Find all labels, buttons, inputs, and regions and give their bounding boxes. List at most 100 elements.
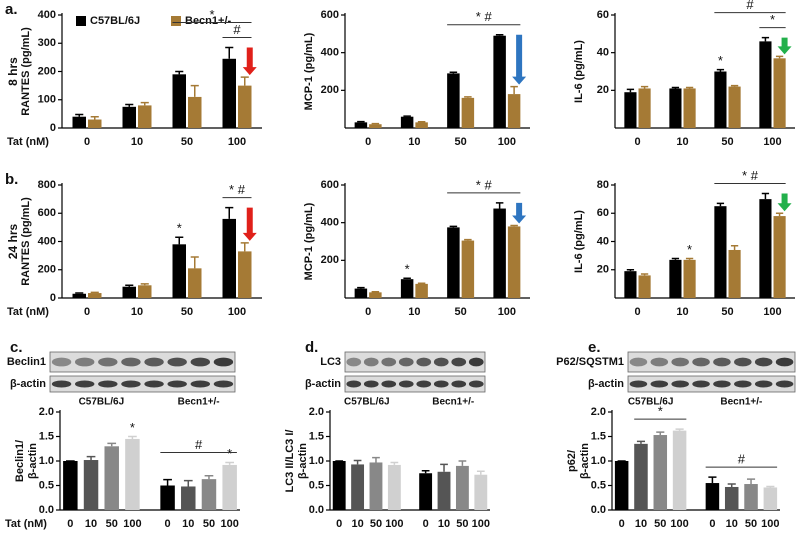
- y-tick-label: 600: [321, 179, 339, 191]
- x-tick-label: 0: [67, 518, 73, 530]
- y-tick-label: 200: [38, 65, 56, 77]
- blot-band: [398, 380, 414, 388]
- y-tick-label: 300: [38, 37, 56, 49]
- bar: [400, 279, 414, 298]
- bar: [354, 122, 368, 128]
- bar: [447, 73, 460, 128]
- error-bar: [761, 192, 770, 200]
- error-bar: [353, 459, 362, 465]
- error-bar: [240, 242, 249, 252]
- bar: [88, 119, 102, 128]
- blot-band: [363, 380, 379, 388]
- blot-band: [671, 357, 689, 367]
- error-bar: [403, 277, 411, 280]
- bar: [332, 461, 346, 510]
- row-label: 24 hrs: [6, 223, 20, 259]
- blot-band: [775, 380, 794, 388]
- x-tick-label: 50: [455, 136, 467, 148]
- error-bar: [671, 86, 680, 89]
- blot-band: [416, 357, 432, 367]
- blot-band: [144, 380, 164, 388]
- bar: [72, 116, 86, 128]
- blot-label: LC3: [320, 356, 341, 368]
- row-label: 8 hrs: [6, 57, 20, 86]
- blot-band: [98, 357, 118, 367]
- error-bar: [626, 269, 635, 272]
- group-label: C57BL/6J: [344, 397, 390, 408]
- error-bar: [510, 224, 518, 227]
- y-axis-label: LC3 II/LC3 I/: [284, 430, 296, 493]
- x-tick-label: 0: [165, 518, 171, 530]
- error-bar: [421, 470, 430, 474]
- error-bar: [371, 291, 380, 293]
- error-bar: [403, 115, 411, 117]
- blot-band: [398, 357, 414, 367]
- error-bar: [685, 86, 694, 89]
- error-bar: [371, 122, 380, 125]
- group-label: Becn1+/-: [178, 397, 220, 408]
- y-tick-label: 1.0: [309, 455, 324, 467]
- bar: [222, 464, 237, 510]
- bar: [624, 92, 637, 128]
- bar: [222, 218, 236, 298]
- x-tick-label: 100: [498, 306, 516, 318]
- bar: [160, 485, 175, 510]
- bar: [638, 275, 651, 298]
- error-bar: [175, 70, 184, 75]
- x-tick-label: 10: [351, 518, 363, 530]
- error-bar: [90, 291, 99, 294]
- error-bar: [685, 257, 694, 260]
- bar: [415, 122, 428, 128]
- blot-strip: [344, 351, 486, 373]
- x-axis-label: Tat (nM): [7, 306, 49, 318]
- y-tick-label: 2.0: [591, 406, 606, 418]
- y-tick-label: 2.0: [39, 406, 54, 418]
- y-axis-label: MCP-1 (pg/mL): [303, 32, 315, 110]
- legend-swatch: [76, 16, 86, 26]
- blot-band: [121, 357, 141, 367]
- error-bar: [163, 478, 172, 486]
- bar: [138, 105, 152, 128]
- x-axis-label: Tat (nM): [7, 136, 49, 148]
- panel-label: e.: [588, 339, 601, 356]
- x-tick-label: 50: [654, 518, 666, 530]
- y-tick-label: 40: [597, 47, 609, 59]
- bar: [634, 443, 648, 510]
- bar: [351, 464, 365, 510]
- blot-label: β-actin: [305, 378, 341, 390]
- error-bar: [775, 212, 784, 217]
- significance-mark: * #: [476, 177, 493, 192]
- x-tick-label: 10: [438, 518, 450, 530]
- error-bar: [716, 68, 725, 72]
- x-tick-label: 0: [84, 306, 90, 318]
- y-tick-label: 0.0: [39, 504, 54, 516]
- y-tick-label: 0: [50, 292, 56, 304]
- blot-band: [650, 357, 669, 367]
- bar: [683, 259, 696, 298]
- blot-band: [381, 380, 397, 388]
- blot-band: [451, 357, 467, 367]
- significance-mark: *: [209, 7, 214, 22]
- group-label: C57BL/6J: [79, 397, 125, 408]
- y-tick-label: 60: [597, 9, 609, 21]
- blot-band: [754, 357, 773, 367]
- bar: [238, 85, 252, 128]
- y-tick-label: 20: [597, 264, 609, 276]
- legend-swatch: [171, 16, 181, 26]
- y-tick-label: 60: [597, 207, 609, 219]
- arrow: [512, 34, 527, 85]
- y-tick-label: 1.5: [39, 430, 54, 442]
- arrow: [512, 202, 527, 224]
- blot-band: [629, 357, 648, 367]
- bar: [773, 216, 786, 298]
- bar: [181, 486, 196, 510]
- x-tick-label: 10: [131, 306, 143, 318]
- error-bar: [775, 55, 784, 59]
- significance-mark: * #: [476, 9, 493, 24]
- x-tick-label: 0: [336, 518, 342, 530]
- bar: [461, 97, 475, 128]
- x-tick-label: 100: [763, 306, 781, 318]
- error-bar: [640, 273, 649, 276]
- x-tick-label: 10: [635, 518, 647, 530]
